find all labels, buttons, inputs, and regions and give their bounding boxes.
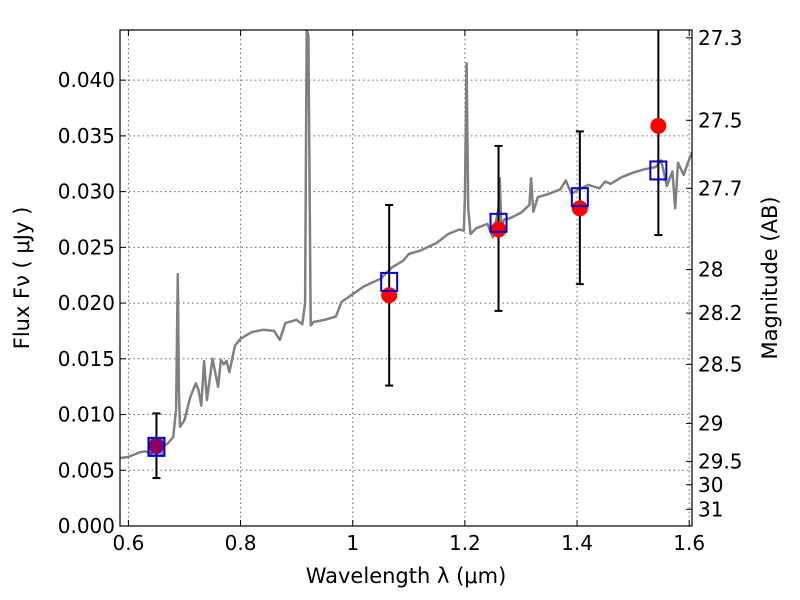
photometry-point: [490, 221, 507, 238]
mag-tick-label: 29: [698, 411, 723, 435]
right-axis-label: Magnitude (AB): [758, 196, 782, 359]
mag-tick-label: 31: [698, 497, 723, 521]
photometry-point: [148, 437, 165, 454]
photometry-point: [650, 117, 667, 134]
tick-layer: 0.6 0.8 1 1.2 1.4 1.6 0.000 0.005 0.010 0.015 0.02…: [58, 26, 743, 555]
spectrum-line: [120, 30, 692, 460]
y-axis-label: Flux Fν ( μJy ): [10, 207, 34, 350]
mag-tick-label: 28: [698, 258, 723, 282]
y-tick-label: 0.010: [58, 403, 115, 427]
photometry-point: [381, 287, 398, 304]
mag-tick-label: 27.5: [698, 108, 743, 132]
model-square: [489, 212, 508, 233]
y-tick-label: 0.025: [58, 235, 115, 259]
model-square: [649, 160, 668, 181]
grid-layer: [120, 30, 692, 527]
data-layer: [120, 30, 692, 480]
x-tick-label: 1.4: [561, 531, 593, 555]
mag-tick-label: 27.7: [698, 176, 743, 200]
x-tick-label: 1.2: [449, 531, 481, 555]
x-tick-label: 0.8: [225, 531, 257, 555]
photometry-point: [571, 200, 588, 217]
mag-tick-label: 30: [698, 473, 723, 497]
y-tick-label: 0.005: [58, 458, 115, 482]
model-square: [380, 271, 399, 292]
mag-tick-label: 28.2: [698, 301, 743, 325]
y-tick-label: 0.020: [58, 291, 115, 315]
y-tick-label: 0.000: [58, 514, 115, 538]
x-tick-label: 0.6: [113, 531, 145, 555]
x-tick-label: 1: [346, 531, 359, 555]
plot-frame: [119, 29, 693, 527]
y-tick-label: 0.035: [58, 124, 115, 148]
x-tick-label: 1.6: [673, 531, 705, 555]
x-axis-label: Wavelength λ (μm): [306, 564, 507, 588]
mag-tick-label: 27.3: [698, 26, 743, 50]
y-tick-label: 0.040: [58, 68, 115, 92]
y-tick-label: 0.030: [58, 180, 115, 204]
mag-tick-label: 28.5: [698, 352, 743, 376]
model-square: [570, 187, 589, 208]
mag-tick-label: 29.5: [698, 449, 743, 473]
model-square: [147, 436, 166, 457]
y-tick-label: 0.015: [58, 347, 115, 371]
